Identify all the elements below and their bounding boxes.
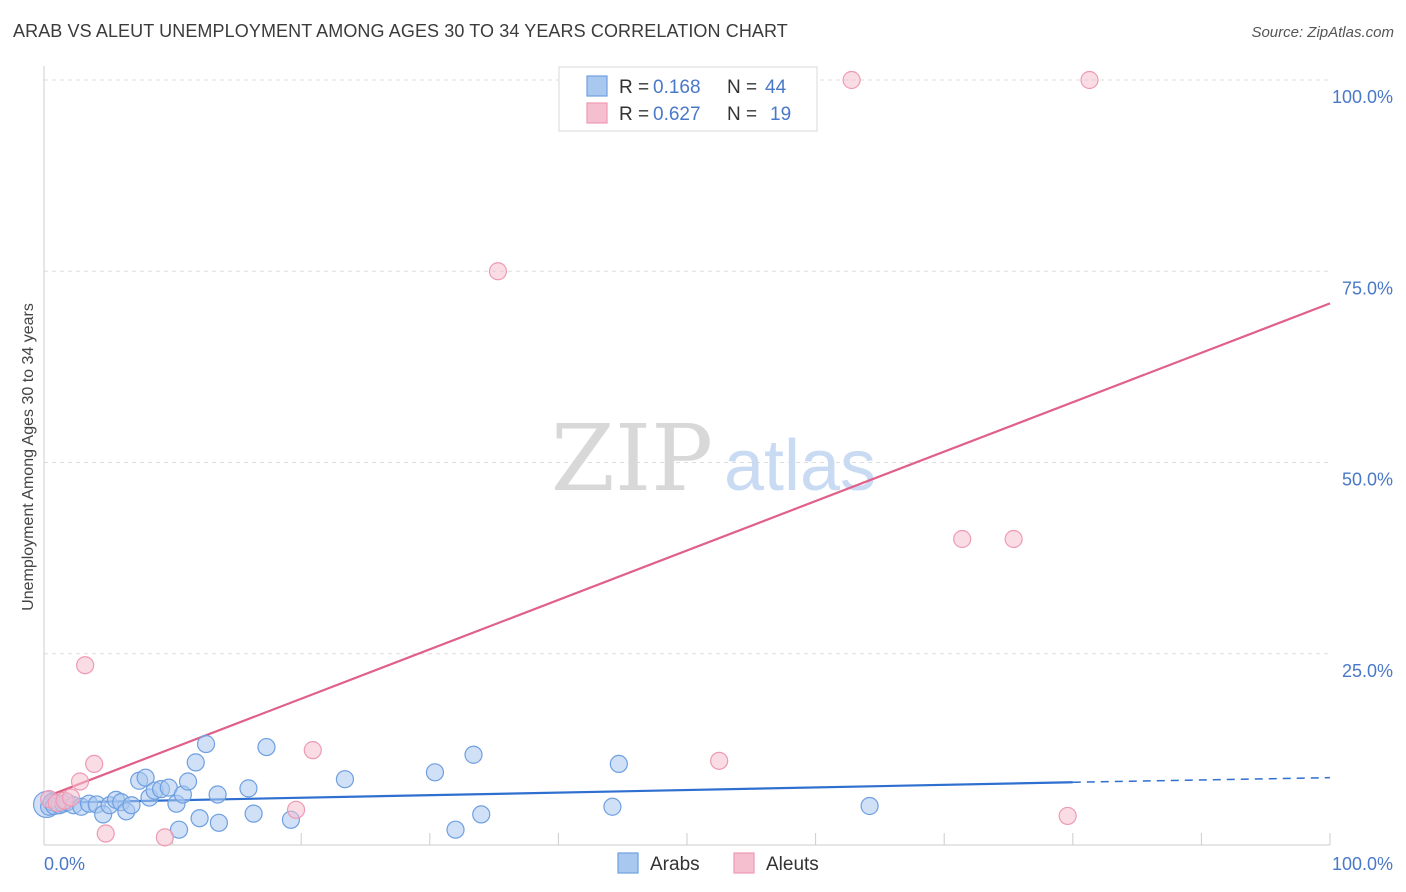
data-point-arabs [609,754,628,774]
data-point-aleuts [953,529,972,549]
legend-swatch-aleuts [586,102,608,124]
data-point-arabs [136,768,155,787]
y-tick-label: 50.0% [1342,470,1393,490]
legend-arabs-r-value: 0.168 [653,77,701,98]
data-point-aleuts [842,70,861,90]
legend-arabs-n-value: 44 [765,77,787,98]
bottom-legend-swatch-aleuts [733,852,755,874]
bottom-legend-label-arabs: Arabs [650,854,700,875]
trend-line-aleuts [43,302,1331,799]
data-point-arabs [603,797,622,816]
data-point-arabs [860,796,879,816]
data-point-aleuts [85,754,104,774]
data-point-aleuts [155,828,174,847]
data-point-arabs [335,770,355,789]
data-point-arabs [178,772,198,791]
data-point-arabs [425,763,445,782]
data-point-arabs [464,745,483,764]
data-point-aleuts [286,800,306,819]
y-tick-label: 100.0% [1332,87,1393,107]
y-axis-label: Unemployment Among Ages 30 to 34 years [20,303,37,611]
legend-swatch-arabs [586,75,608,97]
legend-box: R = 0.168 N = 44 R = 0.627 N = 19 [558,66,818,132]
data-point-arabs [446,820,465,839]
data-point-arabs [472,805,491,824]
data-point-aleuts [488,262,508,281]
data-point-aleuts [1058,806,1077,826]
trend-line-extension-arabs [1072,776,1331,784]
data-point-aleuts [1080,70,1099,90]
data-point-arabs [208,785,227,804]
tick-labels: 25.0% 50.0% 75.0% 100.0% 0.0% 100.0% [44,87,1393,874]
y-tick-label: 75.0% [1342,278,1393,298]
data-point-aleuts [61,788,81,807]
trend-line-arabs [43,781,1073,805]
trend-lines [43,302,1331,805]
bottom-legend-label-aleuts: Aleuts [766,854,819,875]
data-points [32,70,1099,847]
data-point-arabs [257,737,276,757]
legend-aleuts-n-value: 19 [770,104,791,125]
bottom-legend: Arabs Aleuts [617,852,819,875]
data-point-arabs [244,804,263,823]
legend-aleuts-n-label: N = [727,104,757,125]
data-point-arabs [209,813,228,832]
data-point-arabs [196,734,216,754]
data-point-aleuts [1004,529,1023,549]
chart-title: ARAB VS ALEUT UNEMPLOYMENT AMONG AGES 30… [13,21,788,41]
data-point-aleuts [303,741,322,760]
data-point-aleuts [70,772,90,791]
data-point-arabs [122,796,141,815]
source-label: Source: ZipAtlas.com [1251,24,1394,41]
x-tick-label: 0.0% [44,854,85,874]
data-point-aleuts [76,656,95,675]
data-point-arabs [169,820,189,839]
data-point-arabs [190,809,209,828]
x-tick-label: 100.0% [1332,854,1393,874]
axes [43,66,1330,846]
legend-aleuts-r-value: 0.627 [653,104,701,125]
bottom-legend-swatch-arabs [617,852,639,874]
watermark-atlas: atlas [724,426,876,506]
y-tick-label: 25.0% [1342,661,1393,681]
data-point-arabs [239,779,258,798]
legend-aleuts-r-label: R = [619,104,649,125]
watermark: ZIP atlas [551,405,876,512]
watermark-zip: ZIP [551,405,713,512]
legend-arabs-n-label: N = [727,77,757,98]
data-point-arabs [186,753,205,772]
data-point-aleuts [710,751,729,770]
data-point-aleuts [96,824,115,843]
legend-arabs-r-label: R = [619,77,649,98]
